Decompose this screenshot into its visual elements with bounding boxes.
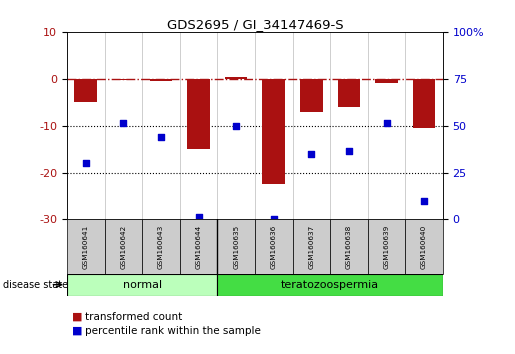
Point xyxy=(345,149,353,154)
FancyBboxPatch shape xyxy=(67,219,105,274)
Point xyxy=(307,151,315,156)
Bar xyxy=(338,79,360,107)
Point xyxy=(232,123,240,129)
Text: GSM160635: GSM160635 xyxy=(233,225,239,269)
FancyBboxPatch shape xyxy=(180,219,217,274)
FancyBboxPatch shape xyxy=(217,219,255,274)
Text: ■: ■ xyxy=(72,326,82,336)
Point xyxy=(195,214,203,220)
FancyBboxPatch shape xyxy=(405,219,443,274)
Text: GSM160642: GSM160642 xyxy=(121,225,126,269)
Text: GSM160638: GSM160638 xyxy=(346,225,352,269)
Bar xyxy=(300,79,322,112)
FancyBboxPatch shape xyxy=(142,219,180,274)
Bar xyxy=(75,79,97,102)
Text: ■: ■ xyxy=(72,312,82,322)
Bar xyxy=(225,78,247,79)
FancyBboxPatch shape xyxy=(105,219,142,274)
Text: GSM160637: GSM160637 xyxy=(308,225,314,269)
Point xyxy=(269,216,278,221)
Point xyxy=(420,198,428,204)
Point xyxy=(119,120,128,126)
FancyBboxPatch shape xyxy=(330,219,368,274)
Point xyxy=(81,160,90,166)
Bar xyxy=(112,79,134,80)
Text: transformed count: transformed count xyxy=(85,312,182,322)
Text: GSM160636: GSM160636 xyxy=(271,225,277,269)
Bar xyxy=(263,79,285,184)
Bar xyxy=(413,79,435,128)
FancyBboxPatch shape xyxy=(217,274,443,296)
FancyBboxPatch shape xyxy=(368,219,405,274)
FancyBboxPatch shape xyxy=(67,274,217,296)
Text: percentile rank within the sample: percentile rank within the sample xyxy=(85,326,261,336)
Title: GDS2695 / GI_34147469-S: GDS2695 / GI_34147469-S xyxy=(167,18,343,31)
Text: GSM160641: GSM160641 xyxy=(83,225,89,269)
Text: GSM160644: GSM160644 xyxy=(196,225,201,269)
Point xyxy=(382,120,390,126)
Text: GSM160640: GSM160640 xyxy=(421,225,427,269)
Text: GSM160643: GSM160643 xyxy=(158,225,164,269)
Text: teratozoospermia: teratozoospermia xyxy=(281,280,379,290)
Text: GSM160639: GSM160639 xyxy=(384,225,389,269)
Bar xyxy=(375,79,398,82)
Point xyxy=(157,135,165,140)
Text: normal: normal xyxy=(123,280,162,290)
FancyBboxPatch shape xyxy=(293,219,330,274)
FancyBboxPatch shape xyxy=(255,219,293,274)
Bar xyxy=(187,79,210,149)
Bar xyxy=(150,79,172,81)
Text: disease state: disease state xyxy=(3,280,67,290)
